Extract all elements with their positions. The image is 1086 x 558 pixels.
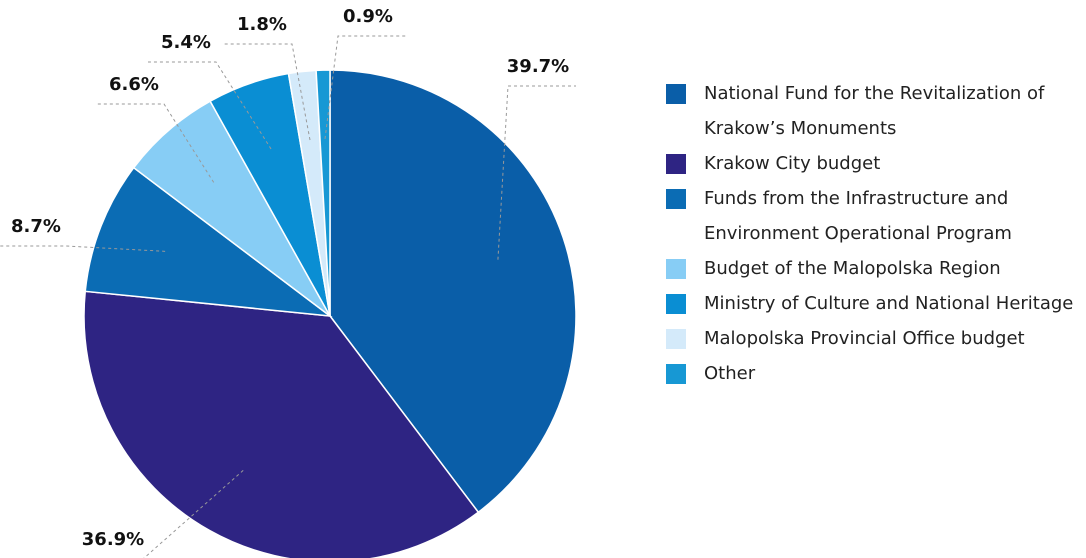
legend-swatch: [666, 189, 686, 209]
legend-swatch: [666, 84, 686, 104]
leader-line: [96, 103, 215, 183]
legend-swatch: [666, 259, 686, 279]
legend-swatch: [666, 294, 686, 314]
legend: National Fund for the Revitalization of …: [666, 76, 1086, 391]
legend-label: Budget of the Malopolska Region: [704, 258, 1001, 279]
legend-label: Krakow City budget: [704, 153, 881, 174]
data-label: 36.9%: [82, 529, 144, 550]
data-label: 6.6%: [109, 74, 159, 95]
legend-label: Funds from the Infrastructure and Enviro…: [704, 188, 1012, 244]
legend-item: National Fund for the Revitalization of …: [666, 76, 1086, 146]
legend-label: Ministry of Culture and National Heritag…: [704, 293, 1074, 314]
pie-slice: [329, 69, 577, 514]
legend-swatch: [666, 364, 686, 384]
leader-line: [0, 245, 166, 252]
leader-line: [324, 35, 406, 140]
pie-slice: [315, 69, 331, 317]
legend-item: Funds from the Infrastructure and Enviro…: [666, 181, 1086, 251]
legend-item: Other: [666, 356, 1086, 391]
legend-swatch: [666, 154, 686, 174]
data-label: 0.9%: [343, 6, 393, 27]
leader-line: [224, 43, 311, 141]
data-label: 5.4%: [161, 32, 211, 53]
legend-label: Other: [704, 363, 756, 384]
pie-slice: [84, 166, 333, 318]
data-label: 8.7%: [11, 216, 61, 237]
pie-slice: [83, 290, 480, 558]
legend-item: Malopolska Provincial Office budget: [666, 321, 1086, 356]
legend-item: Ministry of Culture and National Heritag…: [666, 286, 1086, 321]
data-label: 39.7%: [507, 56, 569, 77]
legend-label: Malopolska Provincial Office budget: [704, 328, 1025, 349]
legend-swatch: [666, 329, 686, 349]
legend-item: Budget of the Malopolska Region: [666, 251, 1086, 286]
leader-line: [148, 61, 272, 150]
legend-item: Krakow City budget: [666, 146, 1086, 181]
data-label: 1.8%: [237, 14, 287, 35]
leader-line: [143, 470, 244, 558]
legend-label: National Fund for the Revitalization of …: [704, 83, 1045, 139]
